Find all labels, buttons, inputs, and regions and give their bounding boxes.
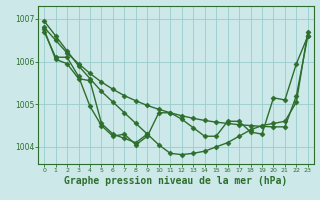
X-axis label: Graphe pression niveau de la mer (hPa): Graphe pression niveau de la mer (hPa) (64, 176, 288, 186)
